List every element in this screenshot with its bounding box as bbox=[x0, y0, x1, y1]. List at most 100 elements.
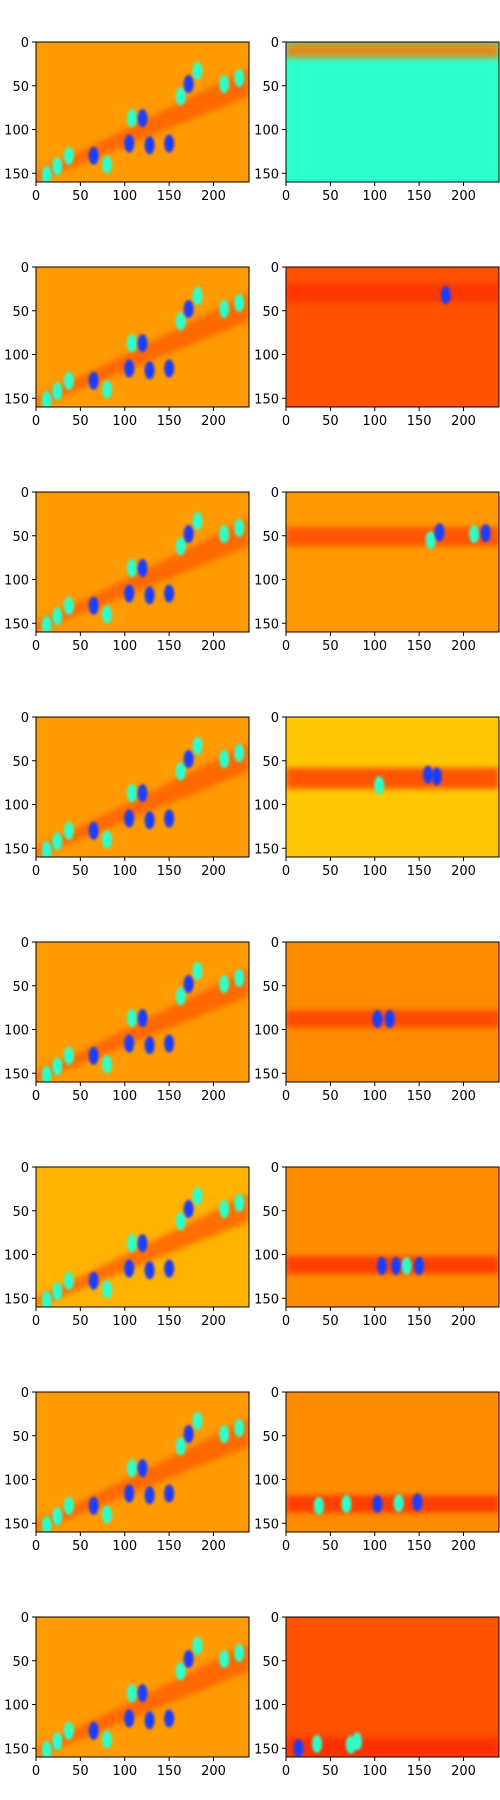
activation-band bbox=[286, 527, 499, 547]
y-tick-label: 100 bbox=[4, 1024, 29, 1039]
y-tick-label: 50 bbox=[262, 305, 279, 320]
y-tick-label: 150 bbox=[4, 167, 29, 182]
axes-frame bbox=[35, 41, 250, 183]
activation-blob bbox=[41, 166, 52, 182]
panel-r4-right: 0 50 100 150 200 0 50 100 150 bbox=[254, 711, 500, 879]
activation-blob bbox=[234, 1643, 245, 1662]
activation-blob bbox=[52, 382, 63, 401]
activation-blob bbox=[63, 1496, 74, 1515]
activation-blob bbox=[124, 809, 135, 828]
activation-blob bbox=[41, 1066, 52, 1082]
x-tick-label: 150 bbox=[157, 1764, 182, 1779]
activation-blob bbox=[192, 1411, 203, 1430]
x-tick-label: 50 bbox=[72, 1539, 89, 1554]
activation-blob bbox=[137, 1234, 148, 1253]
activation-blob bbox=[52, 1507, 63, 1526]
heatmap-background bbox=[286, 492, 499, 632]
panel-r3-right: 0 50 100 150 200 0 50 100 150 bbox=[254, 486, 500, 654]
activation-blob bbox=[124, 1034, 135, 1053]
activation-blob bbox=[52, 1732, 63, 1751]
activation-blob bbox=[183, 975, 194, 993]
y-tick-label: 0 bbox=[271, 486, 279, 501]
activation-blob bbox=[88, 1271, 99, 1290]
activation-blob bbox=[41, 841, 52, 857]
axes-frame bbox=[285, 491, 500, 633]
activation-blob bbox=[183, 1650, 194, 1668]
activation-blob bbox=[341, 1495, 352, 1513]
x-tick-label: 150 bbox=[407, 189, 432, 204]
x-tick-label: 200 bbox=[451, 864, 476, 879]
activation-blob bbox=[126, 1009, 137, 1028]
x-tick-label: 200 bbox=[451, 414, 476, 429]
x-tick-label: 200 bbox=[201, 189, 226, 204]
heatmap-image bbox=[36, 1392, 249, 1532]
y-tick-label: 100 bbox=[4, 799, 29, 814]
activation-blob bbox=[431, 767, 442, 786]
y-tick-label: 50 bbox=[12, 1655, 29, 1670]
x-tick-label: 50 bbox=[322, 1539, 339, 1554]
y-tick-label: 100 bbox=[254, 1024, 279, 1039]
x-tick-label: 200 bbox=[201, 1764, 226, 1779]
heatmap-background bbox=[286, 42, 499, 182]
activation-blob bbox=[88, 1046, 99, 1065]
activation-blob bbox=[313, 1496, 324, 1515]
heatmap-image bbox=[36, 42, 249, 182]
x-tick-label: 50 bbox=[322, 1314, 339, 1329]
y-tick-label: 100 bbox=[4, 574, 29, 589]
x-tick-label: 100 bbox=[112, 864, 137, 879]
x-tick-label: 150 bbox=[157, 189, 182, 204]
x-tick-label: 150 bbox=[157, 639, 182, 654]
y-tick-label: 100 bbox=[4, 124, 29, 139]
y-tick-label: 0 bbox=[271, 711, 279, 726]
heatmap-image bbox=[36, 1167, 249, 1307]
activation-blob bbox=[391, 1256, 402, 1275]
activation-blob bbox=[219, 300, 230, 318]
panel-r6-left: 0 50 100 150 200 0 50 100 150 bbox=[4, 1161, 250, 1329]
y-tick-label: 0 bbox=[21, 1386, 29, 1401]
activation-blob bbox=[376, 1256, 387, 1275]
y-tick-label: 0 bbox=[271, 1611, 279, 1626]
x-tick-label: 100 bbox=[112, 1764, 137, 1779]
x-tick-label: 50 bbox=[72, 1764, 89, 1779]
x-tick-label: 50 bbox=[72, 1089, 89, 1104]
activation-blob bbox=[126, 1459, 137, 1478]
activation-blob bbox=[192, 61, 203, 80]
activation-blob bbox=[144, 136, 155, 155]
y-tick-label: 100 bbox=[254, 349, 279, 364]
activation-blob bbox=[102, 605, 112, 624]
activation-blob bbox=[52, 157, 63, 176]
axes-frame bbox=[35, 941, 250, 1083]
x-tick-label: 200 bbox=[451, 1539, 476, 1554]
activation-blob bbox=[423, 765, 433, 784]
activation-blob bbox=[374, 776, 385, 795]
heatmap-image bbox=[286, 1167, 499, 1307]
x-tick-label: 0 bbox=[282, 639, 290, 654]
activation-blob bbox=[440, 286, 451, 304]
activation-blob bbox=[469, 525, 480, 543]
x-tick-label: 0 bbox=[32, 1089, 40, 1104]
y-tick-label: 0 bbox=[21, 486, 29, 501]
activation-blob bbox=[414, 1256, 425, 1275]
x-tick-label: 150 bbox=[407, 639, 432, 654]
activation-blob bbox=[137, 1009, 148, 1028]
activation-blob bbox=[175, 87, 186, 106]
activation-blob bbox=[124, 1709, 135, 1728]
axes-frame bbox=[285, 266, 500, 408]
y-tick-label: 150 bbox=[254, 1517, 279, 1532]
x-tick-label: 100 bbox=[362, 1089, 387, 1104]
y-tick-label: 50 bbox=[12, 980, 29, 995]
heatmap-image bbox=[36, 717, 249, 857]
axes-frame bbox=[285, 716, 500, 858]
activation-blob bbox=[401, 1256, 412, 1275]
activation-blob bbox=[175, 1662, 186, 1681]
panel-r8-left: 0 50 100 150 200 0 50 100 150 bbox=[4, 1611, 250, 1779]
axes-frame bbox=[285, 941, 500, 1083]
y-tick-label: 0 bbox=[271, 1386, 279, 1401]
activation-blob bbox=[137, 1684, 148, 1703]
x-tick-label: 100 bbox=[112, 1539, 137, 1554]
y-tick-label: 50 bbox=[12, 1205, 29, 1220]
axes-frame bbox=[35, 716, 250, 858]
x-tick-label: 50 bbox=[322, 1089, 339, 1104]
x-tick-label: 0 bbox=[32, 639, 40, 654]
y-tick-label: 50 bbox=[12, 1430, 29, 1445]
